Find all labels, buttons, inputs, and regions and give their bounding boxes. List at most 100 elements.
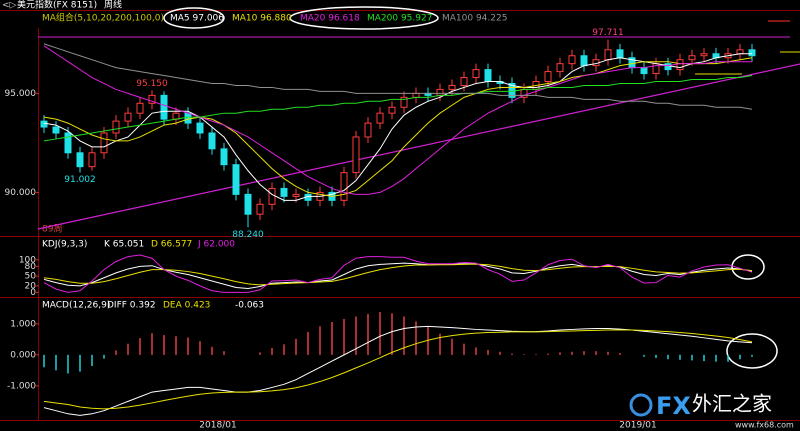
watermark-brand-cn: 外汇之家 <box>692 392 772 416</box>
y-tick-label: 80 <box>25 262 37 272</box>
y-tick-label: 50 <box>25 272 37 282</box>
highlight-ellipse <box>726 333 778 369</box>
candle-body <box>412 92 420 98</box>
x-tick-label: 2018/01 <box>199 421 236 431</box>
legend-entry: K 65.051 <box>104 240 144 250</box>
series-line <box>43 325 753 416</box>
candle-body <box>88 152 96 168</box>
candle-body <box>448 84 456 90</box>
ma-legend-title: MA组合(5,10,20,200,100,0) <box>42 12 164 24</box>
candle-body <box>436 88 444 96</box>
y-tick-label: 0 <box>30 288 36 298</box>
candle-body <box>52 126 60 134</box>
period-label: 89周 <box>42 224 62 235</box>
candle-body <box>568 55 576 65</box>
candle-body <box>112 120 120 134</box>
kdj-title: KDJ(9,3,3) <box>42 240 87 250</box>
candle-body <box>76 152 84 168</box>
y-tick-label: -1.000 <box>7 381 36 391</box>
candle-body <box>388 106 396 114</box>
series-line <box>43 254 753 293</box>
candle-body <box>340 172 348 201</box>
legend-entry: D 66.577 <box>151 240 192 250</box>
highlight-ellipse <box>731 254 765 280</box>
legend-entry: MA5 97.006 <box>170 14 224 24</box>
candle-body <box>268 187 276 205</box>
legend-entry: DEA 0.423 <box>163 301 210 311</box>
watermark-url: www.fx68.com <box>735 421 794 430</box>
candle-body <box>700 53 708 57</box>
candle-body <box>556 63 564 73</box>
series-line <box>43 75 753 142</box>
candle-body <box>664 63 672 71</box>
price-annotation: 88.240 <box>232 230 264 240</box>
period[interactable]: 周线 <box>104 0 122 11</box>
price-annotation: 97.711 <box>592 28 624 38</box>
legend-entry: MA100 94.225 <box>442 14 507 24</box>
candle-body <box>124 112 132 122</box>
y-tick-label: 20 <box>25 281 37 291</box>
series-line <box>43 43 753 110</box>
candle-body <box>160 94 168 120</box>
highlight-ellipse <box>163 7 225 29</box>
candle-body <box>136 102 144 114</box>
candle-body <box>292 193 300 197</box>
candle-body <box>256 203 264 215</box>
legend-entry: MA20 96.618 <box>300 14 360 24</box>
series-line <box>43 45 752 195</box>
series-line <box>43 263 753 286</box>
series-line <box>43 329 753 410</box>
series-line <box>43 53 752 201</box>
candle-body <box>196 122 204 134</box>
candle-body <box>220 148 228 166</box>
marks: 95.000 90.000 95.150 91.002 88.240 97.711 MA5 … <box>5 14 756 431</box>
candle-body <box>376 112 384 124</box>
candle-body <box>400 96 408 108</box>
series-line <box>43 262 753 289</box>
legend-entry: MA10 96.880 <box>232 14 292 24</box>
y-tick-label: 95.000 <box>5 89 37 99</box>
candle-body <box>280 187 288 197</box>
x-tick-label: 2019/01 <box>619 421 656 431</box>
candle-body <box>484 69 492 82</box>
candle-body <box>100 132 108 154</box>
highlights <box>163 6 778 369</box>
candle-body <box>244 193 252 215</box>
legend-entry: J 62.000 <box>197 240 235 250</box>
candle-body <box>208 132 216 150</box>
candle-body <box>580 55 588 67</box>
y-tick-label: 90.000 <box>5 188 37 198</box>
symbol-title: 美元指数(FX 8151) <box>17 0 97 11</box>
price-annotation: 95.150 <box>136 79 168 89</box>
candle-body <box>232 164 240 195</box>
y-tick-label: 1.000 <box>10 319 36 329</box>
candle-body <box>736 49 744 55</box>
candle-body <box>172 112 180 120</box>
candle-body <box>184 112 192 124</box>
watermark-brand: FX <box>656 392 691 420</box>
candle-body <box>352 136 360 174</box>
nav-icon[interactable]: <▷ <box>2 1 17 11</box>
price-annotation: 91.002 <box>64 175 96 185</box>
candle-body <box>688 55 696 61</box>
candle-body <box>460 77 468 86</box>
legend-entry: MA200 95.927 <box>367 14 432 24</box>
candle-body <box>472 69 480 79</box>
macd-title: MACD(12,26,9) <box>42 301 110 311</box>
candle-body <box>748 49 756 57</box>
y-tick-label: 100 <box>19 255 36 265</box>
candle-body <box>364 122 372 138</box>
candle-body <box>40 120 48 128</box>
logo <box>629 393 653 417</box>
candle-body <box>544 71 552 82</box>
drawn-trendline <box>37 63 800 230</box>
candle-body <box>148 94 156 104</box>
candle-body <box>640 67 648 75</box>
candle-body <box>616 49 624 59</box>
series-line <box>43 57 753 197</box>
candle-body <box>64 132 72 154</box>
y-tick-label: 0.000 <box>10 350 36 360</box>
legend-entry: DIFF 0.392 <box>107 301 156 311</box>
